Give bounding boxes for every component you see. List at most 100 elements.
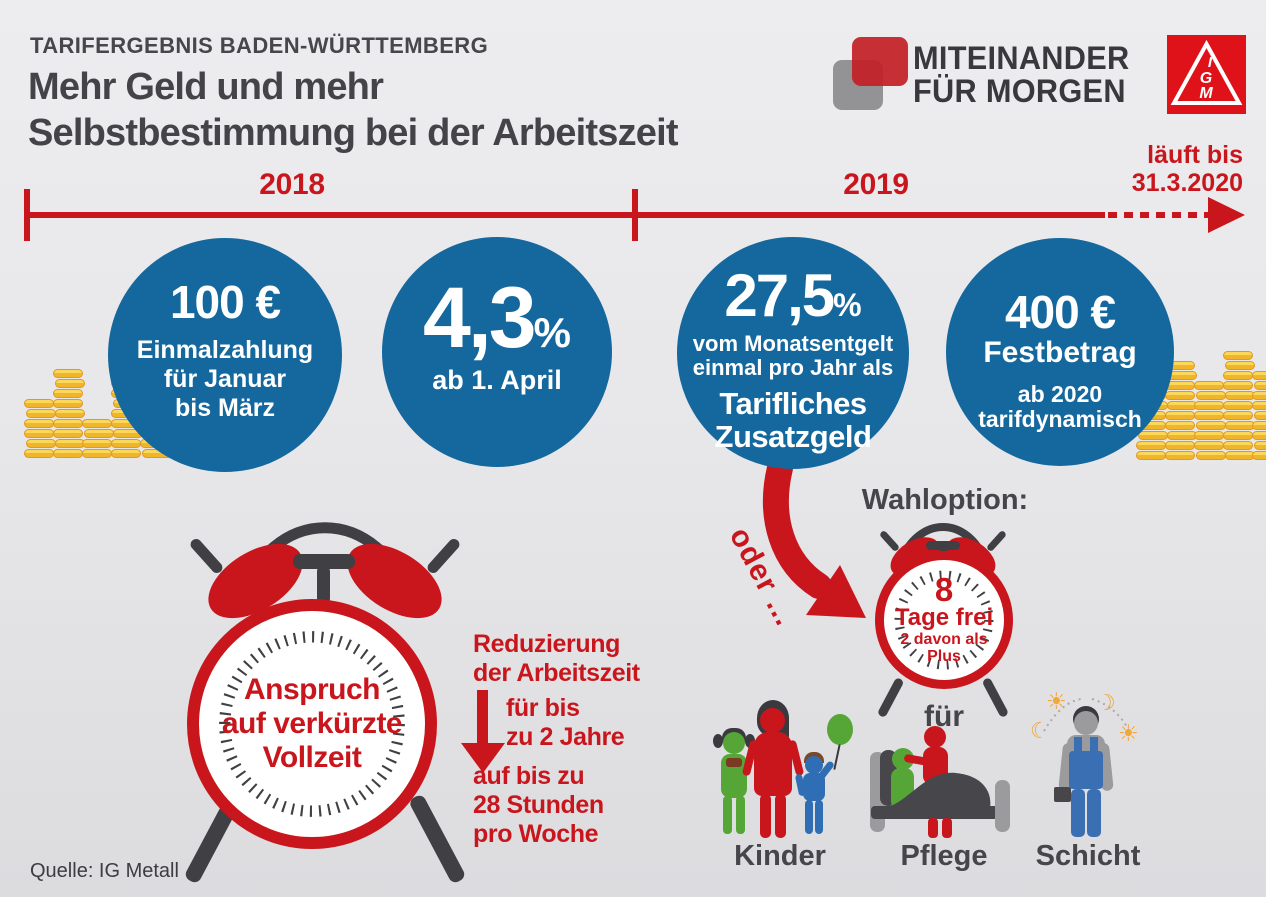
curved-arrow-icon bbox=[762, 458, 866, 618]
circle2-unit: % bbox=[533, 309, 571, 356]
sun-icon: ☀ bbox=[1046, 689, 1067, 715]
coin-stack bbox=[1252, 370, 1266, 460]
coin bbox=[1223, 381, 1253, 390]
care-bed-icon bbox=[870, 726, 1010, 838]
coin bbox=[1196, 391, 1226, 400]
reduction-heading: Reduzierung der Arbeitszeit bbox=[473, 630, 640, 688]
hours-line1: auf bis zu bbox=[473, 762, 585, 790]
circle1-value: 100 € bbox=[169, 276, 281, 328]
coin bbox=[24, 449, 54, 458]
small-clock-line1: Tage frei bbox=[894, 604, 994, 631]
coin bbox=[1165, 451, 1195, 460]
clock-text-line2: auf verkürzte bbox=[221, 707, 403, 740]
mother-head bbox=[760, 708, 785, 733]
coin bbox=[1225, 451, 1255, 460]
circle3-line1: vom Monatsentgelt bbox=[692, 331, 894, 356]
coin-stack bbox=[1223, 350, 1255, 460]
coin bbox=[1136, 441, 1166, 450]
hours-text: auf bis zu 28 Stunden pro Woche bbox=[473, 762, 604, 849]
coin bbox=[82, 439, 112, 448]
coin bbox=[26, 439, 56, 448]
coin bbox=[1252, 451, 1266, 460]
option-title: Wahloption: bbox=[861, 484, 1029, 516]
coin bbox=[1165, 441, 1195, 450]
coin bbox=[1223, 441, 1253, 450]
category-label-pflege: Pflege bbox=[900, 840, 988, 872]
coin bbox=[1254, 381, 1266, 390]
children-family-icon bbox=[705, 700, 860, 840]
source-note: Quelle: IG Metall bbox=[30, 860, 179, 882]
coin bbox=[1194, 441, 1224, 450]
duration-line2: zu 2 Jahre bbox=[506, 723, 625, 751]
timeline-dashed-segment bbox=[1108, 212, 1210, 218]
coin bbox=[1136, 451, 1166, 460]
small-clock-line3: Plus bbox=[927, 648, 961, 665]
coin bbox=[1254, 411, 1266, 420]
coin bbox=[1194, 381, 1224, 390]
circle4-smalltext: ab 2020 tarifdynamisch bbox=[978, 382, 1142, 432]
coin bbox=[53, 369, 83, 378]
coin bbox=[53, 419, 83, 428]
coin bbox=[1225, 421, 1255, 430]
benefit-circle-tariff-extra-money: 27,5% vom Monatsentgelt einmal pro Jahr … bbox=[677, 237, 909, 469]
coin bbox=[1225, 391, 1255, 400]
boy-leg-left bbox=[805, 800, 813, 834]
circle2-value: 4,3 bbox=[423, 270, 537, 366]
benefit-circle-fixed-amount: 400 € Festbetrag ab 2020 tarifdynamisch bbox=[946, 238, 1174, 466]
mother-leg-left bbox=[760, 794, 771, 838]
category-label-schicht: Schicht bbox=[1035, 840, 1141, 872]
coin bbox=[53, 449, 83, 458]
girl-backpack-strap bbox=[726, 758, 742, 767]
coin bbox=[1194, 411, 1224, 420]
reduction-line1: Reduzierung bbox=[473, 630, 620, 658]
circle1-line1: Einmalzahlung bbox=[136, 336, 314, 364]
coin bbox=[111, 449, 141, 458]
coin bbox=[1254, 441, 1266, 450]
coin bbox=[1223, 401, 1253, 410]
coin-stack bbox=[1165, 360, 1197, 460]
coin-stack bbox=[1194, 380, 1226, 460]
hours-line3: pro Woche bbox=[473, 820, 599, 848]
igm-letter-i: I bbox=[1208, 54, 1213, 71]
coin bbox=[1138, 431, 1168, 440]
mother-leg-right bbox=[775, 794, 786, 838]
coin bbox=[1194, 431, 1224, 440]
duration-line1: für bis bbox=[506, 694, 580, 722]
timeline-year-2019: 2019 bbox=[843, 168, 909, 201]
coin bbox=[24, 429, 54, 438]
boy-leg-right bbox=[815, 800, 823, 834]
clock-face: Anspruch auf verkürzte Vollzeit bbox=[187, 599, 437, 849]
clock-text-line1: Anspruch bbox=[243, 673, 381, 706]
girl-leg-left bbox=[723, 796, 732, 834]
circle3-boldtext: Tarifliches Zusatzgeld bbox=[715, 387, 872, 453]
day-night-arc-icon bbox=[1043, 698, 1131, 734]
circle4-line2: ab 2020 bbox=[1017, 381, 1103, 407]
timeline-tick-mid bbox=[632, 189, 638, 241]
coin bbox=[1225, 361, 1255, 370]
benefit-circle-one-time-payment: 100 € Einmalzahlung für Januar bis März bbox=[108, 238, 342, 472]
coin bbox=[53, 429, 83, 438]
alarm-clock-icon: Anspruch auf verkürzte Vollzeit bbox=[175, 497, 475, 897]
clock-face-text: Anspruch auf verkürzte Vollzeit bbox=[221, 673, 403, 775]
duration-text: für bis zu 2 Jahre bbox=[506, 694, 625, 752]
coin bbox=[1223, 371, 1253, 380]
circle3-line3: Tarifliches bbox=[719, 386, 867, 421]
coin-stack bbox=[82, 418, 114, 458]
coin bbox=[1223, 351, 1253, 360]
timeline-end-label: läuft bis 31.3.2020 bbox=[1023, 141, 1243, 197]
coin bbox=[55, 379, 85, 388]
coin bbox=[1252, 371, 1266, 380]
timeline-line bbox=[27, 212, 1105, 218]
circle1-text: Einmalzahlung für Januar bis März bbox=[137, 336, 313, 423]
brand-square-red-icon bbox=[852, 37, 908, 86]
circle3-value-row: 27,5% bbox=[724, 263, 861, 329]
coin bbox=[24, 399, 54, 408]
coin bbox=[1196, 451, 1226, 460]
coin bbox=[1194, 401, 1224, 410]
coin bbox=[1167, 401, 1197, 410]
page-title-line-2: Selbstbestimmung bei der Arbeitszeit bbox=[28, 112, 679, 154]
small-clock-text: 8 Tage frei 2 davon als Plus bbox=[894, 573, 994, 665]
circle4-line3: tarifdynamisch bbox=[978, 406, 1142, 432]
timeline-tick-start bbox=[24, 189, 30, 241]
